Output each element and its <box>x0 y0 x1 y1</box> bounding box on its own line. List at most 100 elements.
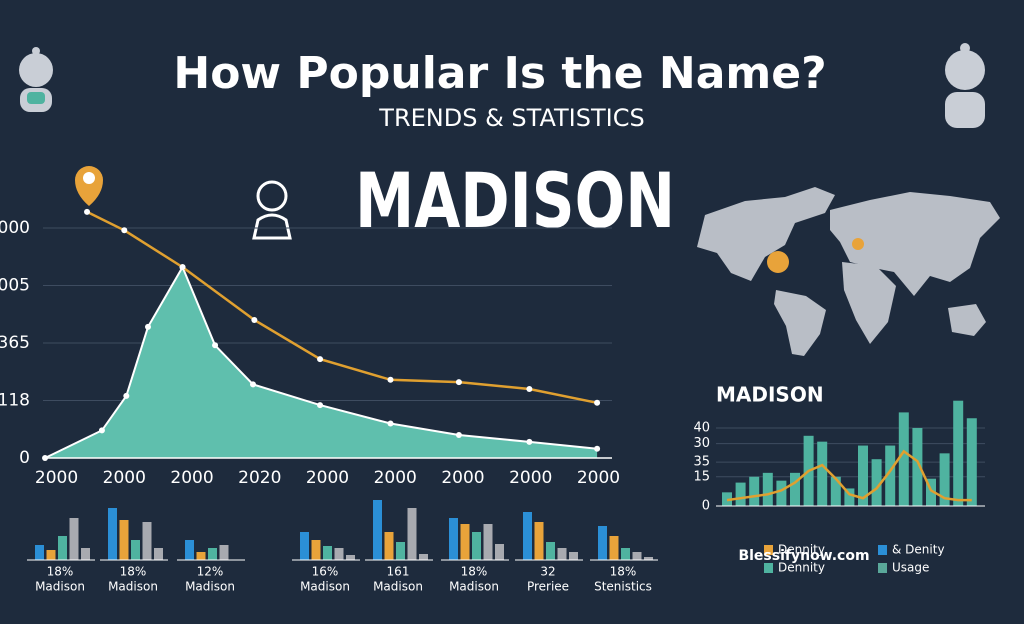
point <box>594 399 601 406</box>
point <box>594 445 601 452</box>
bar <box>523 512 532 560</box>
bar <box>219 545 229 560</box>
x-tick-label: 2000 <box>441 468 484 488</box>
bar <box>460 524 470 560</box>
point <box>251 317 258 323</box>
bar <box>46 550 56 560</box>
subtitle: TRENDS & STATISTICS <box>378 104 644 132</box>
bar <box>58 536 67 560</box>
area <box>45 267 598 458</box>
bar <box>384 532 394 560</box>
x-tick-label: 2000 <box>35 468 78 488</box>
bar <box>939 453 950 506</box>
bar <box>483 524 493 560</box>
group-label: Stenistics <box>594 580 652 594</box>
bar <box>373 500 382 560</box>
group-label: Madison <box>35 580 85 594</box>
footer: Blessifynow.com <box>738 548 869 564</box>
bar <box>844 488 855 506</box>
bar <box>898 412 909 506</box>
legend-label: Usage <box>892 561 929 575</box>
y-tick-label: 0 <box>19 448 30 468</box>
bar <box>632 552 642 560</box>
x-tick-label: 2000 <box>103 468 146 488</box>
bar <box>449 518 458 560</box>
group-label: 32 <box>540 565 555 579</box>
bar <box>346 555 355 560</box>
bar <box>871 459 882 506</box>
bar <box>108 508 117 560</box>
bar <box>953 400 964 506</box>
group-label: Madison <box>449 580 499 594</box>
y-tick-label: 118 <box>0 391 30 411</box>
point <box>387 376 394 383</box>
y-tick-label: 30 <box>693 436 710 451</box>
bar <box>208 548 217 560</box>
bar <box>472 532 481 560</box>
bar <box>311 540 321 560</box>
title: How Popular Is the Name? <box>173 48 826 99</box>
point <box>98 427 105 434</box>
x-tick-label: 2000 <box>577 468 620 488</box>
group-label: 18% <box>120 565 147 579</box>
y-tick-label: 365 <box>0 333 30 353</box>
point <box>179 264 186 271</box>
x-tick-label: 2000 <box>306 468 349 488</box>
group-label: 18% <box>461 565 488 579</box>
bar <box>598 526 607 560</box>
bar <box>621 548 630 560</box>
bar <box>142 522 152 560</box>
bar <box>154 548 163 560</box>
bar <box>300 532 309 560</box>
group-label: 18% <box>47 565 74 579</box>
legend-label: Dennity <box>778 561 825 575</box>
bar <box>495 544 504 560</box>
name-heading: MADISON <box>355 156 675 245</box>
x-tick-label: 2000 <box>509 468 552 488</box>
baby-icon-center <box>252 180 292 240</box>
legend-swatch <box>764 563 773 573</box>
bar <box>569 552 578 560</box>
bar <box>735 482 746 506</box>
group-label: Madison <box>373 580 423 594</box>
legend-swatch <box>878 563 887 573</box>
group-label: 12% <box>197 565 224 579</box>
point <box>123 392 130 399</box>
legend-label: Dennity <box>778 543 825 557</box>
bar <box>912 428 923 506</box>
group-label: 16% <box>312 565 339 579</box>
bar <box>185 540 194 560</box>
bar <box>35 545 44 560</box>
baby-icon-right <box>945 43 985 128</box>
bar <box>534 522 544 560</box>
group-label: Madison <box>108 580 158 594</box>
bar <box>644 557 653 560</box>
bar <box>557 548 567 560</box>
chart-title: MADISON <box>716 383 824 407</box>
legend-swatch <box>878 545 887 555</box>
point <box>212 342 219 349</box>
bar <box>546 542 555 560</box>
y-tick-label: 2000 <box>0 218 30 238</box>
x-tick-label: 2000 <box>374 468 417 488</box>
point <box>84 208 91 215</box>
bar <box>609 536 619 560</box>
y-tick-label: 40 <box>693 421 710 436</box>
bar <box>776 480 787 506</box>
bar <box>926 478 936 506</box>
group-label: Madison <box>300 580 350 594</box>
point <box>317 402 324 409</box>
area-outline <box>44 264 598 459</box>
bar <box>119 520 129 560</box>
bar <box>334 548 344 560</box>
y-tick-label: 2005 <box>0 276 30 296</box>
bar <box>790 472 800 506</box>
legend-swatch <box>764 545 773 555</box>
point <box>455 432 462 438</box>
point <box>526 438 533 445</box>
x-tick-label: 2000 <box>170 468 213 488</box>
bar <box>749 476 760 506</box>
bar <box>396 542 405 560</box>
